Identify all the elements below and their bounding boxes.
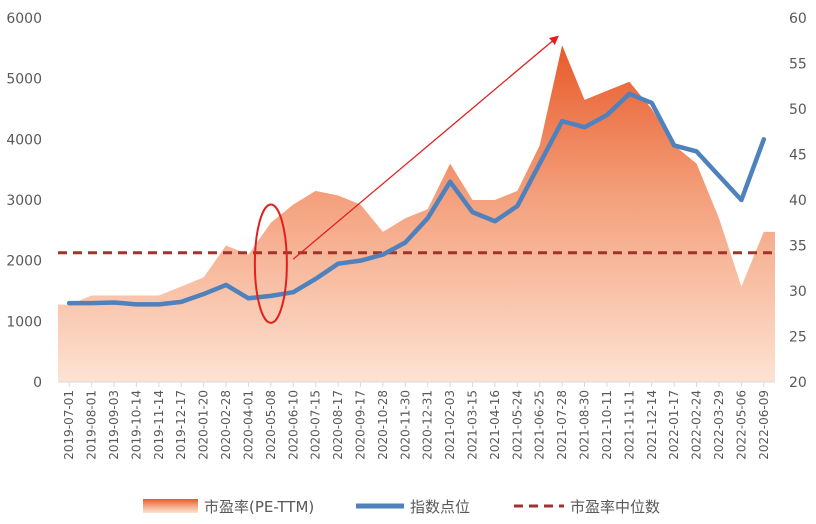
x-tick-label: 2019-08-01 xyxy=(85,390,99,460)
x-tick-label: 2021-06-25 xyxy=(533,390,547,460)
x-tick-label: 2022-01-17 xyxy=(667,390,681,460)
x-tick-label: 2020-02-28 xyxy=(219,390,233,460)
index-point xyxy=(201,292,206,297)
x-tick-label: 2020-11-30 xyxy=(398,390,412,460)
x-tick-label: 2021-05-24 xyxy=(510,390,524,460)
index-point xyxy=(716,173,721,178)
pe-area-layer xyxy=(58,45,775,383)
y-right-tick-label: 20 xyxy=(789,375,807,391)
x-tick-label: 2020-06-10 xyxy=(286,390,300,460)
y-left-tick-label: 2000 xyxy=(6,254,42,270)
index-point xyxy=(403,240,408,245)
x-tick-label: 2020-07-15 xyxy=(309,390,323,460)
index-point xyxy=(156,302,161,307)
index-point xyxy=(470,210,475,215)
x-tick-label: 2019-09-03 xyxy=(107,390,121,460)
index-point xyxy=(291,290,296,295)
index-point xyxy=(67,301,72,306)
x-tick-label: 2020-12-31 xyxy=(421,390,435,460)
y-left-tick-label: 1000 xyxy=(6,314,42,330)
x-tick-label: 2019-07-01 xyxy=(62,390,76,460)
x-tick-label: 2021-12-14 xyxy=(645,390,659,460)
index-point xyxy=(179,299,184,304)
x-tick-label: 2022-02-24 xyxy=(690,390,704,460)
legend-label-pe: 市盈率(PE-TTM) xyxy=(204,498,314,516)
x-tick-label: 2020-05-08 xyxy=(264,390,278,460)
x-tick-label: 2021-07-28 xyxy=(555,390,569,460)
x-tick-label: 2020-01-20 xyxy=(197,390,211,460)
x-tick-label: 2021-02-03 xyxy=(443,390,457,460)
index-point xyxy=(336,261,341,266)
x-tick-label: 2021-08-30 xyxy=(578,390,592,460)
x-tick-label: 2020-08-17 xyxy=(331,390,345,460)
index-point xyxy=(492,219,497,224)
x-tick-label: 2019-12-17 xyxy=(174,390,188,460)
y-right-tick-label: 45 xyxy=(789,148,807,164)
y-left-tick-label: 0 xyxy=(33,375,42,391)
index-point xyxy=(313,276,318,281)
index-line-layer xyxy=(66,91,767,307)
x-tick-label: 2022-05-06 xyxy=(734,390,748,460)
index-point xyxy=(582,125,587,130)
y-right-tick-label: 30 xyxy=(789,284,807,300)
y-right-tick-label: 25 xyxy=(789,330,807,346)
y-left-tick-label: 4000 xyxy=(6,132,42,148)
x-tick-label: 2019-10-14 xyxy=(129,390,143,460)
x-tick-label: 2020-10-28 xyxy=(376,390,390,460)
axes-layer: 0 1000 2000 3000 4000 5000 6000 20 25 30 35 40 45 50 5… xyxy=(6,11,806,460)
x-tick-label: 2020-04-01 xyxy=(241,390,255,460)
index-point xyxy=(380,252,385,257)
y-right-tick-label: 50 xyxy=(789,102,807,118)
index-point xyxy=(560,119,565,124)
index-point xyxy=(134,302,139,307)
index-point xyxy=(604,113,609,118)
index-point xyxy=(112,300,117,305)
y-right-tick-label: 60 xyxy=(789,11,807,27)
x-tick-label: 2022-06-09 xyxy=(757,390,771,460)
y-right-tick-label: 55 xyxy=(789,57,807,73)
y-left-tick-label: 5000 xyxy=(6,72,42,88)
index-point xyxy=(224,282,229,287)
highlight-ellipse xyxy=(253,203,288,324)
index-point xyxy=(739,198,744,202)
x-tick-label: 2022-03-29 xyxy=(712,390,726,460)
index-point xyxy=(515,204,520,209)
index-point xyxy=(627,91,632,96)
index-point xyxy=(649,100,654,105)
index-point xyxy=(268,293,273,298)
index-point xyxy=(694,149,699,154)
legend-label-index: 指数点位 xyxy=(410,498,470,516)
index-point xyxy=(672,143,677,148)
index-line-series xyxy=(66,91,767,307)
y-left-tick-label: 3000 xyxy=(6,193,42,209)
index-point xyxy=(89,301,94,306)
index-point xyxy=(358,258,363,263)
x-tick-label: 2020-09-17 xyxy=(353,390,367,460)
annotation-layer xyxy=(253,35,559,324)
y-right-tick-label: 35 xyxy=(789,239,807,255)
index-point xyxy=(537,161,542,166)
y-left-tick-label: 6000 xyxy=(6,11,42,27)
x-tick-label: 2021-11-11 xyxy=(622,390,636,460)
y-right-tick-label: 40 xyxy=(789,193,807,209)
x-tick-label: 2019-11-14 xyxy=(152,390,166,460)
index-point xyxy=(448,179,453,184)
index-point xyxy=(246,296,251,301)
x-tick-label: 2021-04-16 xyxy=(488,390,502,460)
legend-label-median: 市盈率中位数 xyxy=(570,498,660,516)
legend-swatch-pe xyxy=(143,499,198,513)
x-tick-label: 2021-03-15 xyxy=(466,390,480,460)
legend: 市盈率(PE-TTM) 指数点位 市盈率中位数 xyxy=(143,498,660,516)
pe-area-series xyxy=(58,45,775,383)
trend-arrow xyxy=(292,35,559,260)
index-point xyxy=(761,137,766,142)
x-tick-label: 2021-10-11 xyxy=(600,390,614,460)
index-point xyxy=(425,216,430,221)
